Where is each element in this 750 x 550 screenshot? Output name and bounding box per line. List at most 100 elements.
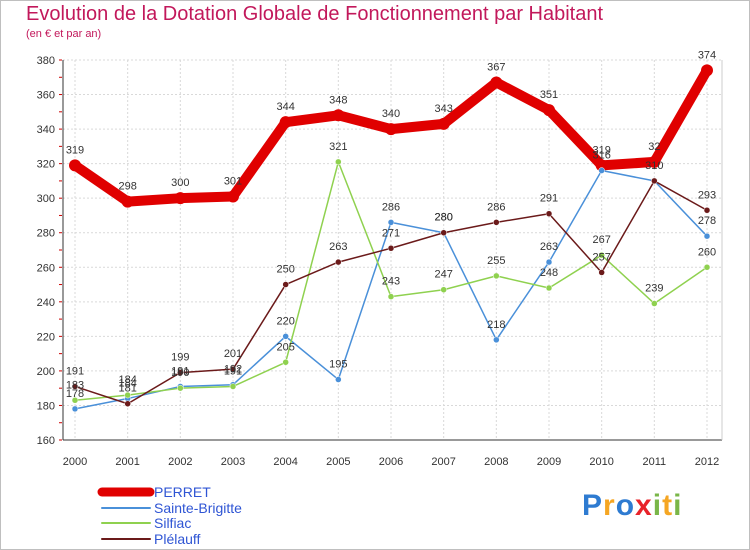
data-point <box>71 405 79 413</box>
y-tick-label: 260 <box>37 262 55 274</box>
data-label: 184 <box>118 378 136 390</box>
x-tick-label: 2009 <box>537 456 561 468</box>
x-tick-label: 2004 <box>273 456 297 468</box>
chart-subtitle: (en € et par an) <box>26 28 102 40</box>
data-point <box>490 76 503 89</box>
data-label: 184 <box>118 374 136 386</box>
data-label: 178 <box>66 388 84 400</box>
data-point <box>387 293 395 300</box>
y-tick-label: 360 <box>37 90 55 102</box>
x-tick-label: 2012 <box>695 456 719 468</box>
y-tick-label: 380 <box>37 55 55 67</box>
data-label: 260 <box>698 246 716 258</box>
logo-letter: x <box>635 489 653 522</box>
data-point <box>124 391 131 399</box>
legend-label-4: Plélauff <box>154 531 201 547</box>
data-label: 286 <box>382 201 400 213</box>
data-label: 199 <box>171 352 189 364</box>
data-label: 301 <box>224 175 242 187</box>
data-label: 286 <box>487 201 505 213</box>
data-label: 195 <box>329 359 347 371</box>
y-tick-label: 300 <box>37 193 55 205</box>
data-point <box>282 281 289 288</box>
legend-label-2: Sainte-Brigitte <box>154 500 242 516</box>
y-tick-label: 180 <box>37 400 55 412</box>
data-point <box>177 369 184 376</box>
data-label: 267 <box>592 234 610 246</box>
data-label: 192 <box>224 364 242 376</box>
data-point <box>703 264 711 271</box>
data-point <box>598 251 605 259</box>
y-tick-label: 320 <box>37 159 55 171</box>
data-label: 220 <box>276 315 294 327</box>
y-tick-label: 280 <box>37 228 55 240</box>
data-point <box>174 192 187 205</box>
data-point <box>335 158 342 166</box>
logo-letter: t <box>662 489 674 522</box>
x-tick-label: 2011 <box>643 456 667 468</box>
data-point <box>648 155 661 168</box>
x-tick-label: 2000 <box>63 456 87 468</box>
data-point <box>387 245 395 252</box>
data-point <box>229 365 237 373</box>
data-label: 319 <box>592 144 610 156</box>
data-label: 181 <box>118 383 136 395</box>
data-label: 340 <box>382 108 400 120</box>
legend-label-3: Silfiac <box>154 515 191 531</box>
data-label: 247 <box>434 269 452 281</box>
data-label: 201 <box>224 348 242 360</box>
data-point <box>71 397 79 404</box>
data-point <box>282 333 289 340</box>
data-point <box>651 300 658 307</box>
data-point <box>121 195 134 208</box>
data-label: 344 <box>276 101 294 113</box>
x-tick-label: 2001 <box>115 456 139 468</box>
data-label: 255 <box>487 255 505 267</box>
data-point <box>493 336 500 344</box>
data-label: 298 <box>118 181 136 193</box>
data-label: 250 <box>276 264 294 276</box>
data-point <box>332 109 345 122</box>
data-point <box>387 219 395 226</box>
y-tick-label: 160 <box>37 435 55 447</box>
data-point <box>440 229 447 236</box>
data-label: 278 <box>698 215 716 227</box>
data-point <box>703 232 711 240</box>
data-label: 263 <box>540 241 558 253</box>
data-label: 280 <box>434 212 452 224</box>
data-point <box>177 384 184 392</box>
data-label: 316 <box>592 150 610 162</box>
data-label: 183 <box>66 379 84 391</box>
data-point <box>69 159 81 172</box>
data-point <box>71 383 79 390</box>
data-point <box>493 272 500 280</box>
data-point <box>545 210 553 217</box>
data-label: 319 <box>66 144 84 156</box>
data-label: 191 <box>171 365 189 377</box>
data-point <box>598 167 605 174</box>
data-point <box>279 116 292 129</box>
legend-label-1: PERRET <box>154 484 211 500</box>
data-point <box>124 400 131 407</box>
y-tick-label: 240 <box>37 297 55 309</box>
data-point <box>598 269 605 276</box>
data-point <box>595 159 608 172</box>
data-point <box>229 383 237 390</box>
data-point <box>545 284 553 292</box>
data-label: 374 <box>698 49 716 61</box>
data-label: 280 <box>434 212 452 224</box>
data-label: 218 <box>487 319 505 331</box>
data-point <box>227 190 239 203</box>
x-tick-label: 2003 <box>221 456 245 468</box>
data-label: 271 <box>382 227 400 239</box>
x-tick-label: 2006 <box>379 456 403 468</box>
data-label: 190 <box>171 367 189 379</box>
data-label: 293 <box>698 189 716 201</box>
x-tick-label: 2010 <box>589 456 613 468</box>
data-label: 32 <box>648 141 660 153</box>
data-point <box>543 104 555 117</box>
data-label: 348 <box>329 94 347 106</box>
logo-letter: i <box>652 489 663 522</box>
data-point <box>437 117 450 130</box>
data-label: 343 <box>434 103 452 115</box>
